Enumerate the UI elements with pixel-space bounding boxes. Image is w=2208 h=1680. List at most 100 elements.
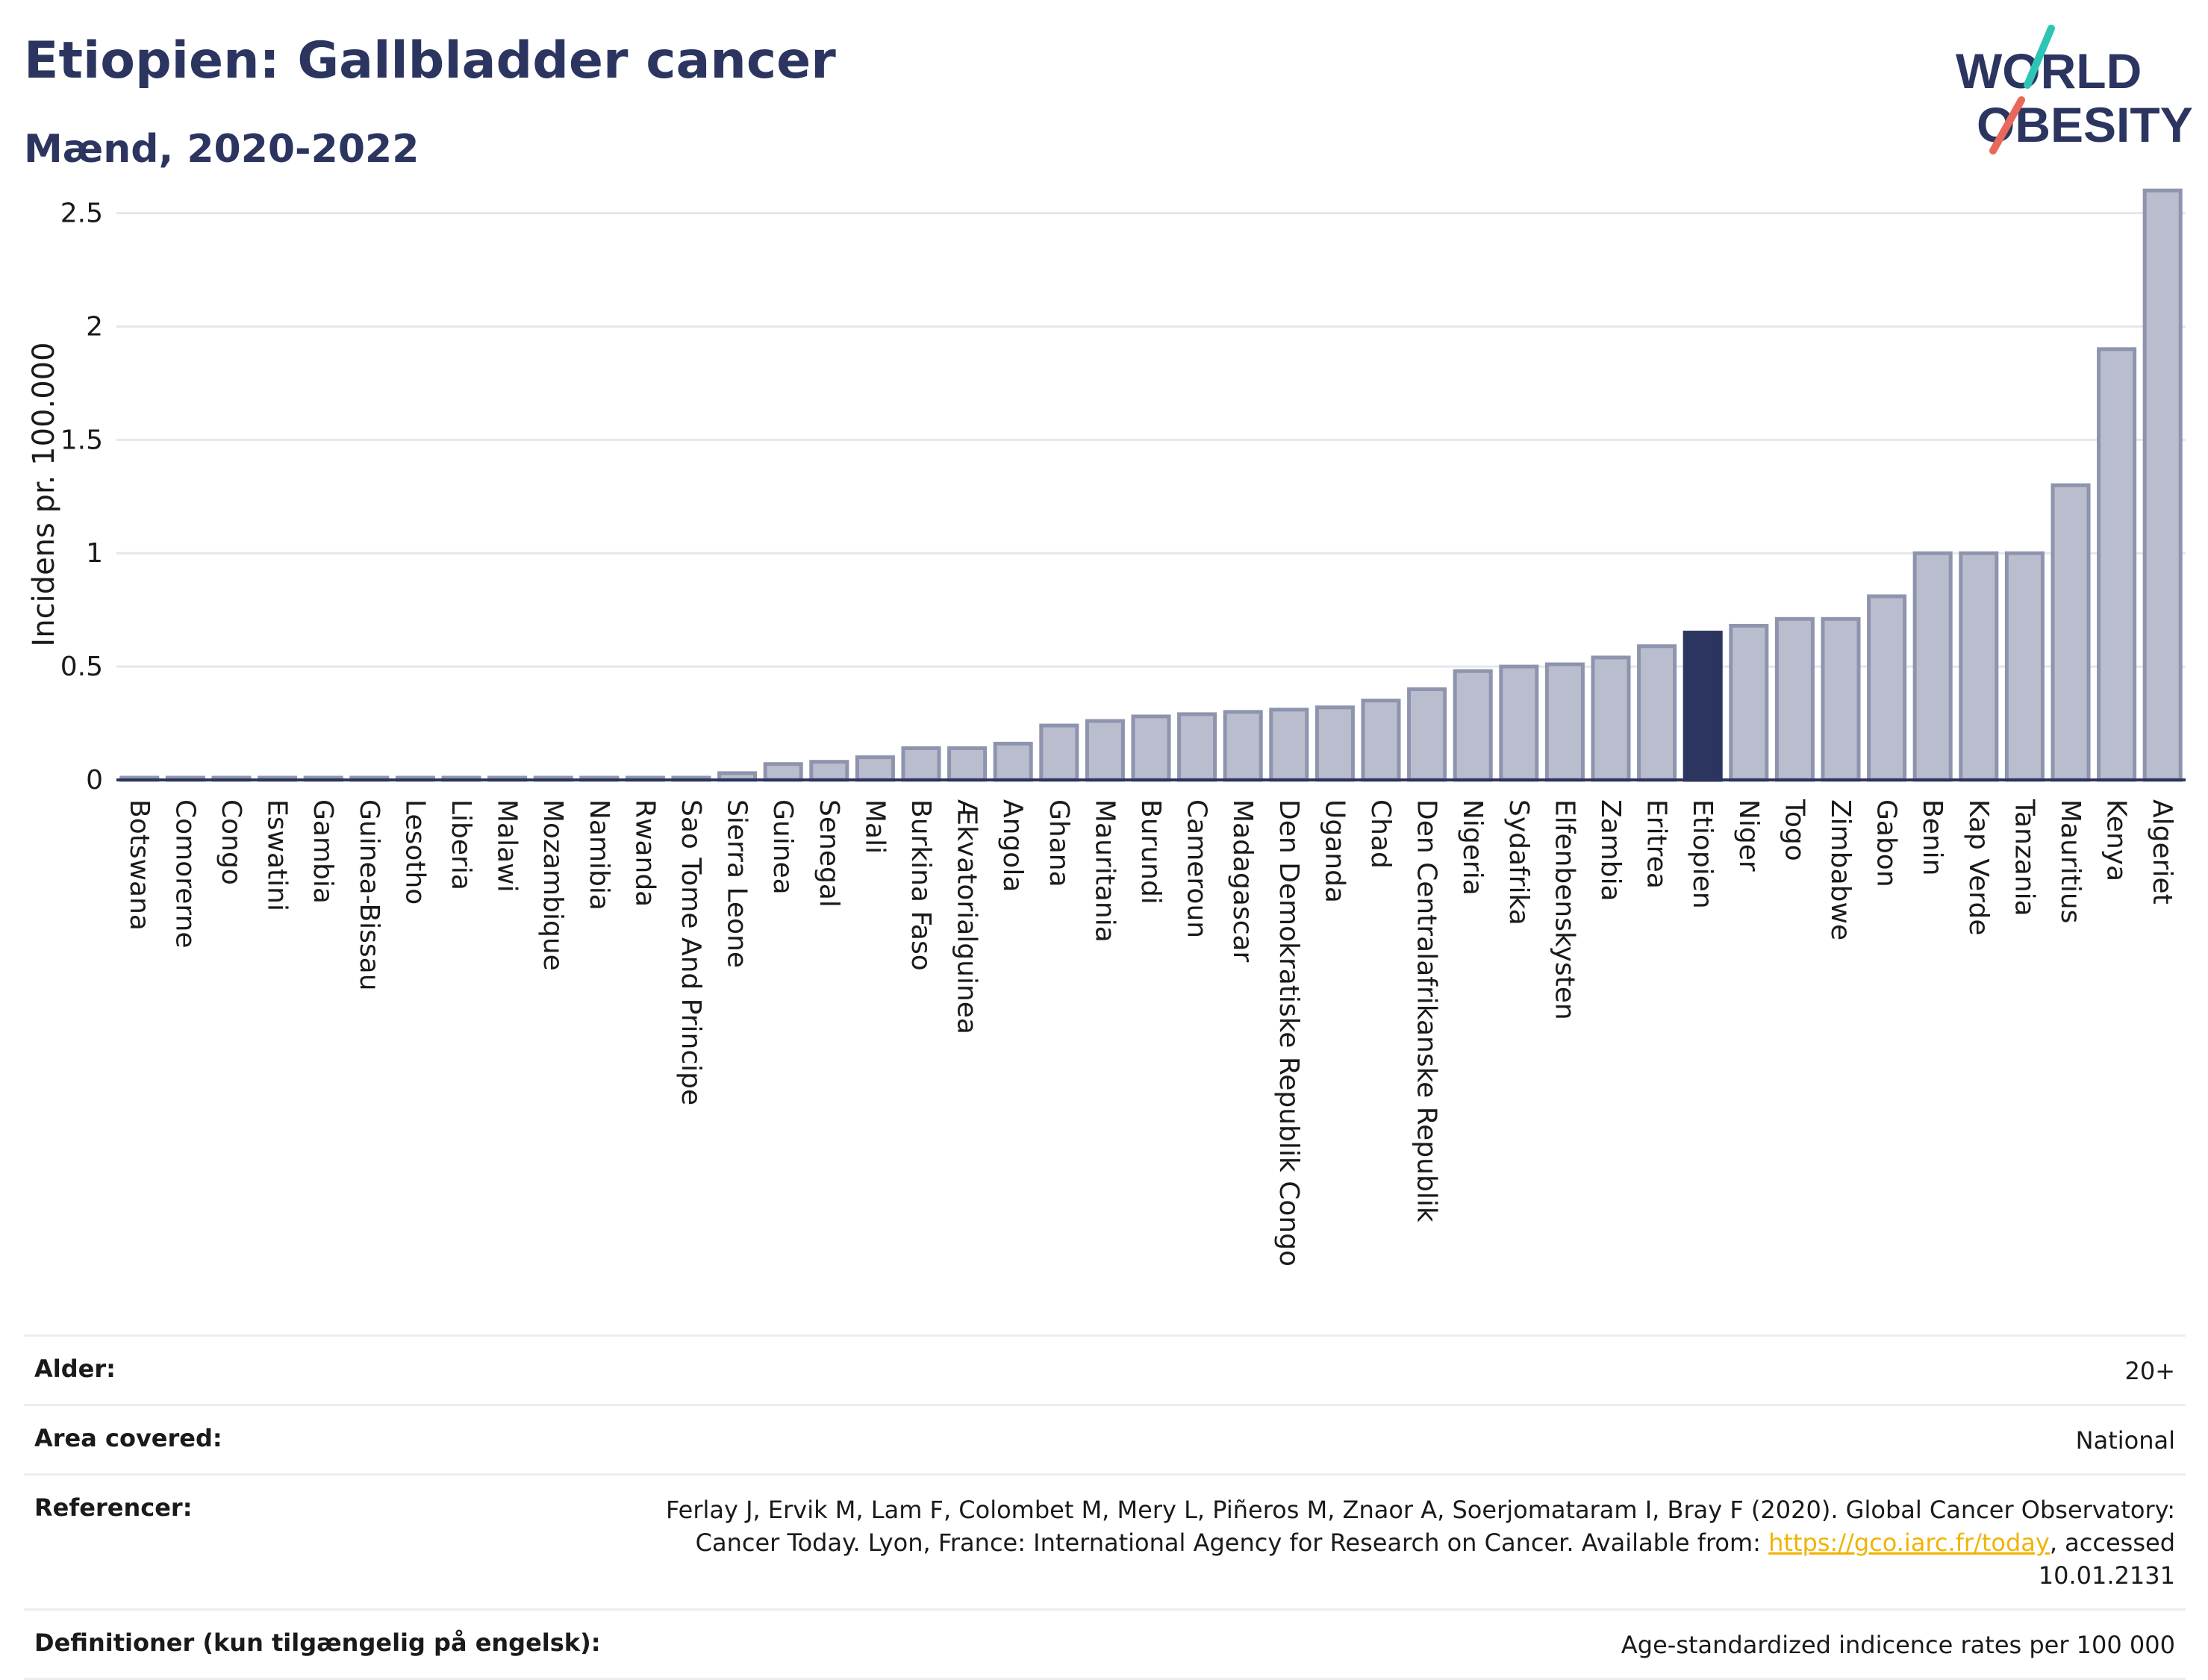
x-tick-labels: Botswana Comorerne Congo Eswatini Gambia Guin… <box>124 799 2177 1267</box>
x-tick-label: Algeriet <box>2147 799 2177 905</box>
bar-niger <box>1729 623 1769 782</box>
x-tick-label: Benin <box>1917 799 1947 875</box>
bar-sydafrika <box>1499 664 1539 782</box>
x-tick-label: Gabon <box>1871 799 1902 887</box>
area-label: Area covered: <box>34 1424 222 1452</box>
bar-chart: 0 0.5 1 1.5 2 2.5 Botswana Comorerne Congo Eswat… <box>27 188 2186 1267</box>
bar-cameroun <box>1177 712 1217 782</box>
y-tick-label: 2.5 <box>60 199 103 229</box>
x-tick-label: Lesotho <box>399 799 430 905</box>
bar-algeriet <box>2142 188 2183 782</box>
bar-mali <box>855 755 895 782</box>
x-tick-label: Malawi <box>492 799 523 893</box>
x-tick-label: Gambia <box>308 799 338 904</box>
x-tick-label: Guinea-Bissau <box>354 799 384 991</box>
x-tick-label: Eritrea <box>1641 799 1672 889</box>
references-text: Ferlay J, Ervik M, Lam F, Colombet M, Me… <box>666 1496 2175 1557</box>
x-tick-label: Mauritius <box>2055 799 2086 923</box>
y-axis-label: Incidens pr. 100.000 <box>27 342 61 646</box>
x-tick-label: Eswatini <box>262 799 293 911</box>
area-value: National <box>2075 1426 2175 1455</box>
x-tick-label: Ghana <box>1044 799 1074 887</box>
bar-tanzania <box>2004 551 2045 782</box>
info-row-references: Referencer: Ferlay J, Ervik M, Lam F, Co… <box>24 1473 2186 1608</box>
x-tick-label: Den Centralafrikanske Republik <box>1412 799 1442 1222</box>
info-row-area: Area covered: National <box>24 1404 2186 1473</box>
info-row-definitions: Definitioner (kun tilgængelig på engelsk… <box>24 1608 2186 1680</box>
bar-chad <box>1361 699 1401 782</box>
x-tick-label: Zambia <box>1595 799 1626 902</box>
bar-guinea <box>763 762 803 782</box>
x-tick-label: Mauritania <box>1089 799 1120 943</box>
x-tick-label: Chad <box>1365 799 1396 869</box>
x-tick-label: Guinea <box>767 799 798 895</box>
x-tick-label: Tanzania <box>2009 799 2039 916</box>
x-tick-label: Kap Verde <box>1963 799 1994 935</box>
y-tick-labels: 0 0.5 1 1.5 2 2.5 <box>60 199 103 796</box>
x-tick-label: Mozambique <box>537 799 568 971</box>
x-tick-label: Cameroun <box>1182 799 1212 938</box>
x-tick-label: Burkina Faso <box>905 799 936 971</box>
references-accessed: , accessed 10.01.2131 <box>2038 1528 2175 1590</box>
bar-kap-verde <box>1959 551 1999 782</box>
bar-zambia <box>1591 655 1631 782</box>
age-label: Alder: <box>34 1355 116 1383</box>
world-obesity-logo: WORLD OBESITY <box>1956 25 2193 154</box>
y-tick-label: 0.5 <box>60 652 103 682</box>
bar-uganda <box>1314 705 1355 782</box>
x-tick-label: Botswana <box>124 799 155 931</box>
x-tick-label: Angola <box>997 799 1028 892</box>
x-tick-label: Elfenbenskysten <box>1549 799 1579 1020</box>
bar-angola <box>993 741 1033 782</box>
y-tick-label: 1.5 <box>60 425 103 455</box>
x-tick-label: Comorerne <box>169 799 200 949</box>
x-tick-label: Togo <box>1779 799 1809 861</box>
bar-kenya <box>2097 347 2137 782</box>
bar-ghana <box>1039 723 1079 782</box>
x-tick-label: Rwanda <box>629 799 660 907</box>
x-tick-label: Sao Tome And Principe <box>676 799 706 1105</box>
x-tick-label: Etiopien <box>1687 799 1718 909</box>
x-tick-label: Nigeria <box>1457 799 1488 896</box>
x-tick-label: Uganda <box>1319 799 1350 903</box>
bar-burundi <box>1131 714 1171 782</box>
bar-den-demokratiske-republik-congo <box>1269 708 1309 782</box>
logo-teal-slash <box>2024 25 2055 89</box>
x-tick-label: Ækvatorialguinea <box>952 799 982 1034</box>
x-tick-label: Madagascar <box>1227 799 1258 963</box>
x-tick-label: Sydafrika <box>1503 799 1534 925</box>
bar-elfenbenskysten <box>1544 662 1585 782</box>
x-tick-label: Sierra Leone <box>722 799 752 968</box>
chart-title: Etiopien: Gallbladder cancer <box>24 31 836 90</box>
bar-gabon <box>1867 594 1907 782</box>
info-table: Alder: 20+ Area covered: National Refere… <box>24 1334 2186 1680</box>
bar-ækvatorialguinea <box>947 746 988 782</box>
age-value: 20+ <box>2124 1357 2175 1385</box>
logo-line-1: WORLD <box>1956 43 2142 99</box>
bar-nigeria <box>1453 669 1493 782</box>
logo-line-2: OBESITY <box>1977 97 2193 152</box>
x-tick-label: Namibia <box>584 799 614 911</box>
y-tick-label: 2 <box>86 311 103 342</box>
x-tick-label: Mali <box>859 799 890 854</box>
bar-togo <box>1774 616 1815 782</box>
x-tick-label: Senegal <box>814 799 844 908</box>
info-row-age: Alder: 20+ <box>24 1334 2186 1404</box>
bar-madagascar <box>1223 710 1263 782</box>
bar-burkina-faso <box>901 746 941 782</box>
x-tick-label: Niger <box>1733 799 1764 872</box>
definitions-value: Age-standardized indicence rates per 100… <box>1621 1631 2175 1659</box>
x-tick-label: Liberia <box>446 799 476 890</box>
chart-subtitle: Mænd, 2020-2022 <box>24 127 420 172</box>
bar-senegal <box>809 760 849 782</box>
bar-mauritania <box>1085 719 1125 782</box>
x-tick-label: Zimbabwe <box>1825 799 1856 940</box>
logo-red-slash <box>1989 96 2025 154</box>
references-value: Ferlay J, Ervik M, Lam F, Colombet M, Me… <box>593 1493 2175 1592</box>
bar-zimbabwe <box>1821 616 1861 782</box>
bar-eritrea <box>1637 644 1677 782</box>
y-tick-label: 0 <box>86 765 103 796</box>
references-link[interactable]: https://gco.iarc.fr/today <box>1768 1528 2050 1557</box>
x-tick-label: Burundi <box>1135 799 1166 905</box>
x-tick-label: Den Demokratiske Republik Congo <box>1273 799 1304 1267</box>
